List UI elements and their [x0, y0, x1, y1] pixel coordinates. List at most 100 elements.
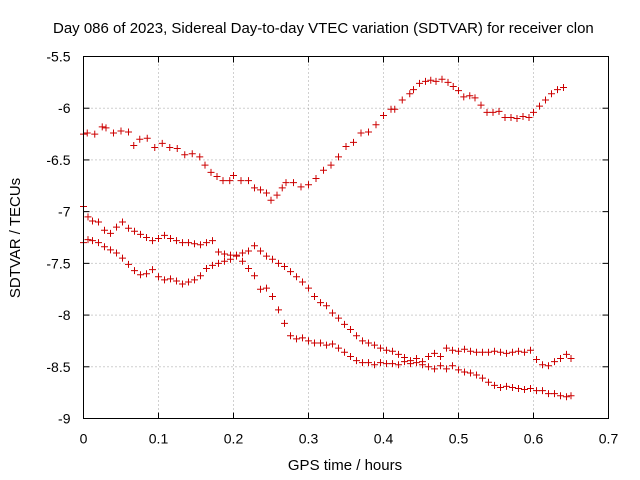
data-point	[320, 166, 327, 174]
data-point	[299, 278, 306, 286]
data-point	[406, 90, 414, 98]
data-point	[491, 381, 498, 389]
data-point	[323, 341, 330, 349]
data-point	[509, 348, 516, 356]
data-point	[166, 144, 174, 152]
data-point	[263, 284, 270, 292]
data-point	[95, 218, 102, 226]
data-point	[515, 347, 522, 355]
data-point	[173, 237, 180, 245]
data-point	[371, 341, 378, 349]
data-point	[119, 254, 126, 262]
data-point	[327, 161, 335, 169]
data-point	[471, 94, 479, 102]
data-point	[533, 356, 540, 364]
data-point	[213, 172, 221, 180]
data-point	[281, 262, 288, 270]
data-point	[207, 168, 215, 176]
data-point	[273, 191, 281, 199]
data-point	[203, 239, 210, 247]
data-point	[431, 349, 438, 357]
data-point	[365, 359, 372, 367]
y-tick-label: -7	[58, 204, 71, 220]
data-point	[278, 184, 286, 192]
data-point	[290, 179, 297, 187]
data-point	[563, 393, 570, 401]
data-point	[329, 309, 336, 317]
data-point	[509, 383, 516, 391]
data-point	[305, 284, 312, 292]
data-point	[287, 268, 294, 276]
data-point	[350, 138, 357, 146]
series-middle	[80, 202, 575, 401]
data-point	[473, 348, 480, 356]
data-point	[365, 339, 372, 347]
data-point	[263, 252, 270, 260]
data-point	[297, 183, 305, 191]
data-point	[185, 239, 192, 247]
data-point	[239, 249, 246, 257]
data-point	[143, 134, 151, 142]
data-point	[357, 129, 365, 137]
x-axis-title: GPS time / hours	[288, 457, 402, 474]
data-point	[551, 358, 558, 366]
data-point	[347, 326, 354, 334]
data-point	[188, 150, 196, 158]
data-point	[267, 196, 275, 204]
data-point	[117, 127, 125, 135]
data-point	[521, 386, 528, 394]
y-tick-labels: -9 -8.5 -8 -7.5 -7 -6.5 -6 -5.5	[46, 49, 70, 427]
data-point	[539, 361, 546, 369]
data-point	[383, 360, 390, 368]
data-point	[377, 359, 384, 367]
data-point	[545, 390, 552, 398]
data-point	[230, 171, 237, 179]
data-point	[161, 276, 168, 284]
data-point	[131, 267, 138, 275]
data-point	[444, 78, 452, 86]
data-point	[149, 237, 156, 245]
x-tick-label: 0.6	[524, 431, 544, 447]
data-point	[130, 141, 138, 149]
data-point	[245, 177, 252, 185]
data-point	[383, 346, 390, 354]
data-point	[107, 246, 114, 254]
data-point	[323, 302, 330, 310]
data-point	[407, 360, 414, 368]
data-point	[305, 181, 312, 189]
data-point	[443, 365, 450, 373]
x-tick-label: 0	[80, 431, 88, 447]
data-point	[560, 84, 567, 92]
data-point	[466, 92, 474, 100]
data-point	[317, 299, 324, 307]
data-point	[391, 105, 399, 113]
data-point	[479, 374, 486, 382]
data-point	[91, 130, 99, 138]
data-point	[485, 348, 492, 356]
data-point	[427, 76, 435, 84]
data-point	[365, 128, 372, 136]
x-tick-label: 0.1	[149, 431, 169, 447]
data-point	[551, 390, 558, 398]
data-point	[341, 348, 348, 356]
data-point	[98, 123, 106, 131]
data-point	[413, 355, 420, 363]
data-point	[251, 184, 258, 192]
data-point	[263, 189, 270, 197]
data-point	[449, 362, 456, 370]
data-point	[179, 280, 186, 288]
series-upper	[80, 75, 567, 204]
data-point	[515, 385, 522, 393]
data-point	[395, 361, 402, 369]
data-point	[567, 355, 575, 363]
data-point	[449, 82, 457, 90]
plot-frame	[83, 56, 609, 419]
data-point	[113, 223, 120, 231]
data-point	[155, 235, 162, 243]
data-point	[335, 344, 342, 352]
data-point	[377, 344, 384, 352]
x-tick-label: 0.5	[449, 431, 469, 447]
y-tick-label: -9	[58, 411, 71, 427]
data-point	[491, 347, 498, 355]
